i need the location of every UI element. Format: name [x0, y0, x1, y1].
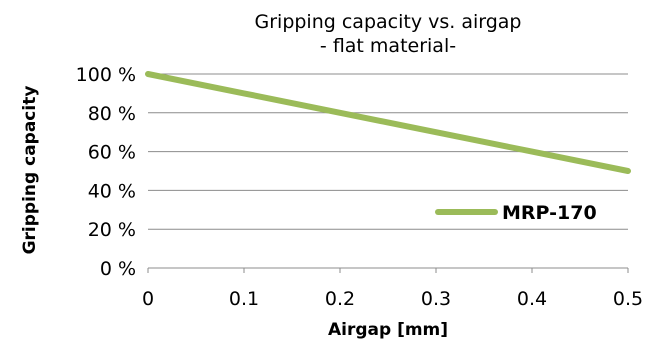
x-axis-label: Airgap [mm] — [328, 320, 448, 340]
series-line-1 — [145, 71, 631, 174]
y-tick-label: 0 % — [100, 258, 136, 280]
chart-title: Gripping capacity vs. airgap — [255, 11, 522, 33]
legend-label-mrp-170: MRP-170 — [502, 202, 597, 224]
x-tick-label: 0 — [142, 288, 154, 310]
series-lines — [145, 71, 631, 174]
y-tick-label: 40 % — [88, 180, 136, 202]
legend: MRP-170 — [435, 202, 597, 224]
y-tick-label: 20 % — [88, 219, 136, 241]
grid-lines — [148, 73, 628, 230]
y-tick-label: 60 % — [88, 142, 136, 164]
x-tick-label: 0.3 — [421, 288, 451, 310]
x-tick-label: 0.4 — [517, 288, 547, 310]
x-tick-label: 0.5 — [613, 288, 643, 310]
y-axis-ticks: 0 % 20 % 40 % 60 % 80 % 100 % — [76, 64, 136, 280]
chart-subtitle: - flat material- — [320, 35, 456, 57]
y-axis-label: Gripping capacity — [20, 86, 40, 255]
y-tick-label: 80 % — [88, 103, 136, 125]
y-tick-label: 100 % — [76, 64, 136, 86]
x-tick-label: 0.1 — [229, 288, 259, 310]
x-tick-label: 0.2 — [325, 288, 355, 310]
x-axis-ticks: 0 0.1 0.2 0.3 0.4 0.5 — [142, 268, 643, 310]
